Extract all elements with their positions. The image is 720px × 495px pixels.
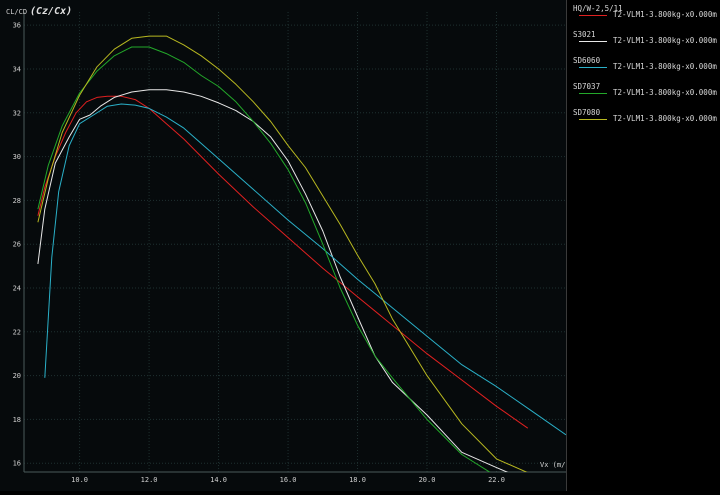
legend-swatch bbox=[579, 15, 607, 16]
series-line-hq-w-2-5-11 bbox=[37, 95, 529, 429]
x-tick-label: 14.0 bbox=[210, 476, 227, 484]
y-tick-label: 16 bbox=[13, 460, 21, 468]
y-tick-label: 36 bbox=[13, 22, 21, 30]
legend-item: SD7037 T2-VLM1-3.800kg-x0.000m bbox=[573, 82, 719, 106]
chart-area: 16 18 20 22 24 26 28 30 32 34 36 10.0 12.0 14.0 16.0 18… bbox=[0, 0, 574, 491]
legend-swatch bbox=[579, 41, 607, 42]
legend-swatch bbox=[579, 119, 607, 120]
legend-item: SD6060 T2-VLM1-3.800kg-x0.000m bbox=[573, 56, 719, 80]
legend-series-name: S3021 bbox=[573, 30, 596, 39]
chart-svg: 16 18 20 22 24 26 28 30 32 34 36 10.0 12.0 14.0 16.0 18… bbox=[6, 6, 574, 484]
y-tick-label: 24 bbox=[13, 285, 21, 293]
labels: CL/CD (Cz/Cx) Vx (m/s) bbox=[6, 6, 574, 469]
legend-series-name: SD7037 bbox=[573, 82, 601, 91]
y-tick-label: 18 bbox=[13, 416, 21, 424]
x-tick-label: 12.0 bbox=[141, 476, 158, 484]
x-tick-label: 18.0 bbox=[349, 476, 366, 484]
x-tick-label: 16.0 bbox=[280, 476, 297, 484]
legend-series-name: SD7080 bbox=[573, 108, 601, 117]
axes: 16 18 20 22 24 26 28 30 32 34 36 10.0 12.0 14.0 16.0 18… bbox=[13, 12, 566, 484]
series-layer bbox=[37, 35, 566, 472]
x-axis-label: Vx (m/s) bbox=[540, 461, 566, 469]
y-tick-label: 26 bbox=[13, 241, 21, 249]
legend-swatch bbox=[579, 93, 607, 94]
y-tick-label: 30 bbox=[13, 153, 21, 161]
legend-series-label: T2-VLM1-3.800kg-x0.000m bbox=[613, 114, 717, 123]
legend-series-name: HQ/W-2,5/11 bbox=[573, 4, 623, 13]
legend-item: SD7080 T2-VLM1-3.800kg-x0.000m bbox=[573, 108, 719, 132]
legend-item: HQ/W-2,5/11 T2-VLM1-3.800kg-x0.000m bbox=[573, 4, 719, 28]
legend: HQ/W-2,5/11 T2-VLM1-3.800kg-x0.000m S3021 T… bbox=[566, 0, 720, 491]
series-line-sd7037 bbox=[37, 46, 491, 472]
legend-series-label: T2-VLM1-3.800kg-x0.000m bbox=[613, 10, 717, 19]
series-line-sd7080 bbox=[37, 35, 528, 472]
legend-swatch bbox=[579, 67, 607, 68]
y-tick-label: 34 bbox=[13, 65, 21, 73]
y-axis-label-extra: (Cz/Cx) bbox=[30, 6, 72, 17]
legend-series-name: SD6060 bbox=[573, 56, 601, 65]
legend-series-label: T2-VLM1-3.800kg-x0.000m bbox=[613, 62, 717, 71]
x-tick-label: 10.0 bbox=[71, 476, 88, 484]
legend-series-label: T2-VLM1-3.800kg-x0.000m bbox=[613, 36, 717, 45]
series-line-s3021 bbox=[37, 89, 509, 472]
grid bbox=[24, 12, 566, 472]
y-axis-label: CL/CD bbox=[6, 8, 27, 16]
y-tick-label: 28 bbox=[13, 197, 21, 205]
y-tick-label: 20 bbox=[13, 372, 21, 380]
legend-item: S3021 T2-VLM1-3.800kg-x0.000m bbox=[573, 30, 719, 54]
x-tick-label: 22.0 bbox=[488, 476, 505, 484]
series-line-sd6060 bbox=[44, 103, 566, 436]
legend-series-label: T2-VLM1-3.800kg-x0.000m bbox=[613, 88, 717, 97]
x-tick-label: 20.0 bbox=[419, 476, 436, 484]
y-tick-label: 22 bbox=[13, 328, 21, 336]
y-tick-label: 32 bbox=[13, 109, 21, 117]
